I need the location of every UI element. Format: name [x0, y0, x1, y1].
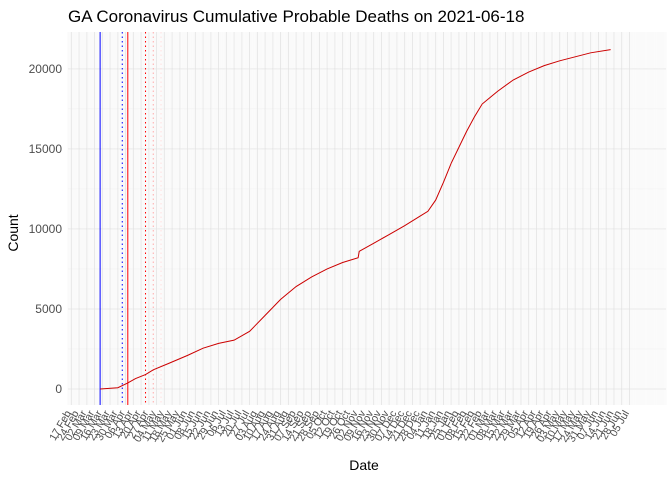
- y-tick-label: 10000: [29, 222, 63, 236]
- y-tick-label: 0: [55, 382, 62, 396]
- series-layer: [100, 49, 611, 390]
- gridlines: [67, 32, 667, 405]
- y-tick-label: 5000: [35, 302, 62, 316]
- series-line: [100, 49, 611, 390]
- y-axis-title: Count: [5, 214, 21, 251]
- y-tick-label: 20000: [29, 62, 63, 76]
- y-tick-label: 15000: [29, 142, 63, 156]
- x-axis-title: Date: [349, 457, 379, 473]
- y-tick-labels: 0 5000 10000 15000 20000: [29, 62, 63, 396]
- reference-lines: [99, 32, 162, 405]
- chart-title: GA Coronavirus Cumulative Probable Death…: [68, 7, 524, 26]
